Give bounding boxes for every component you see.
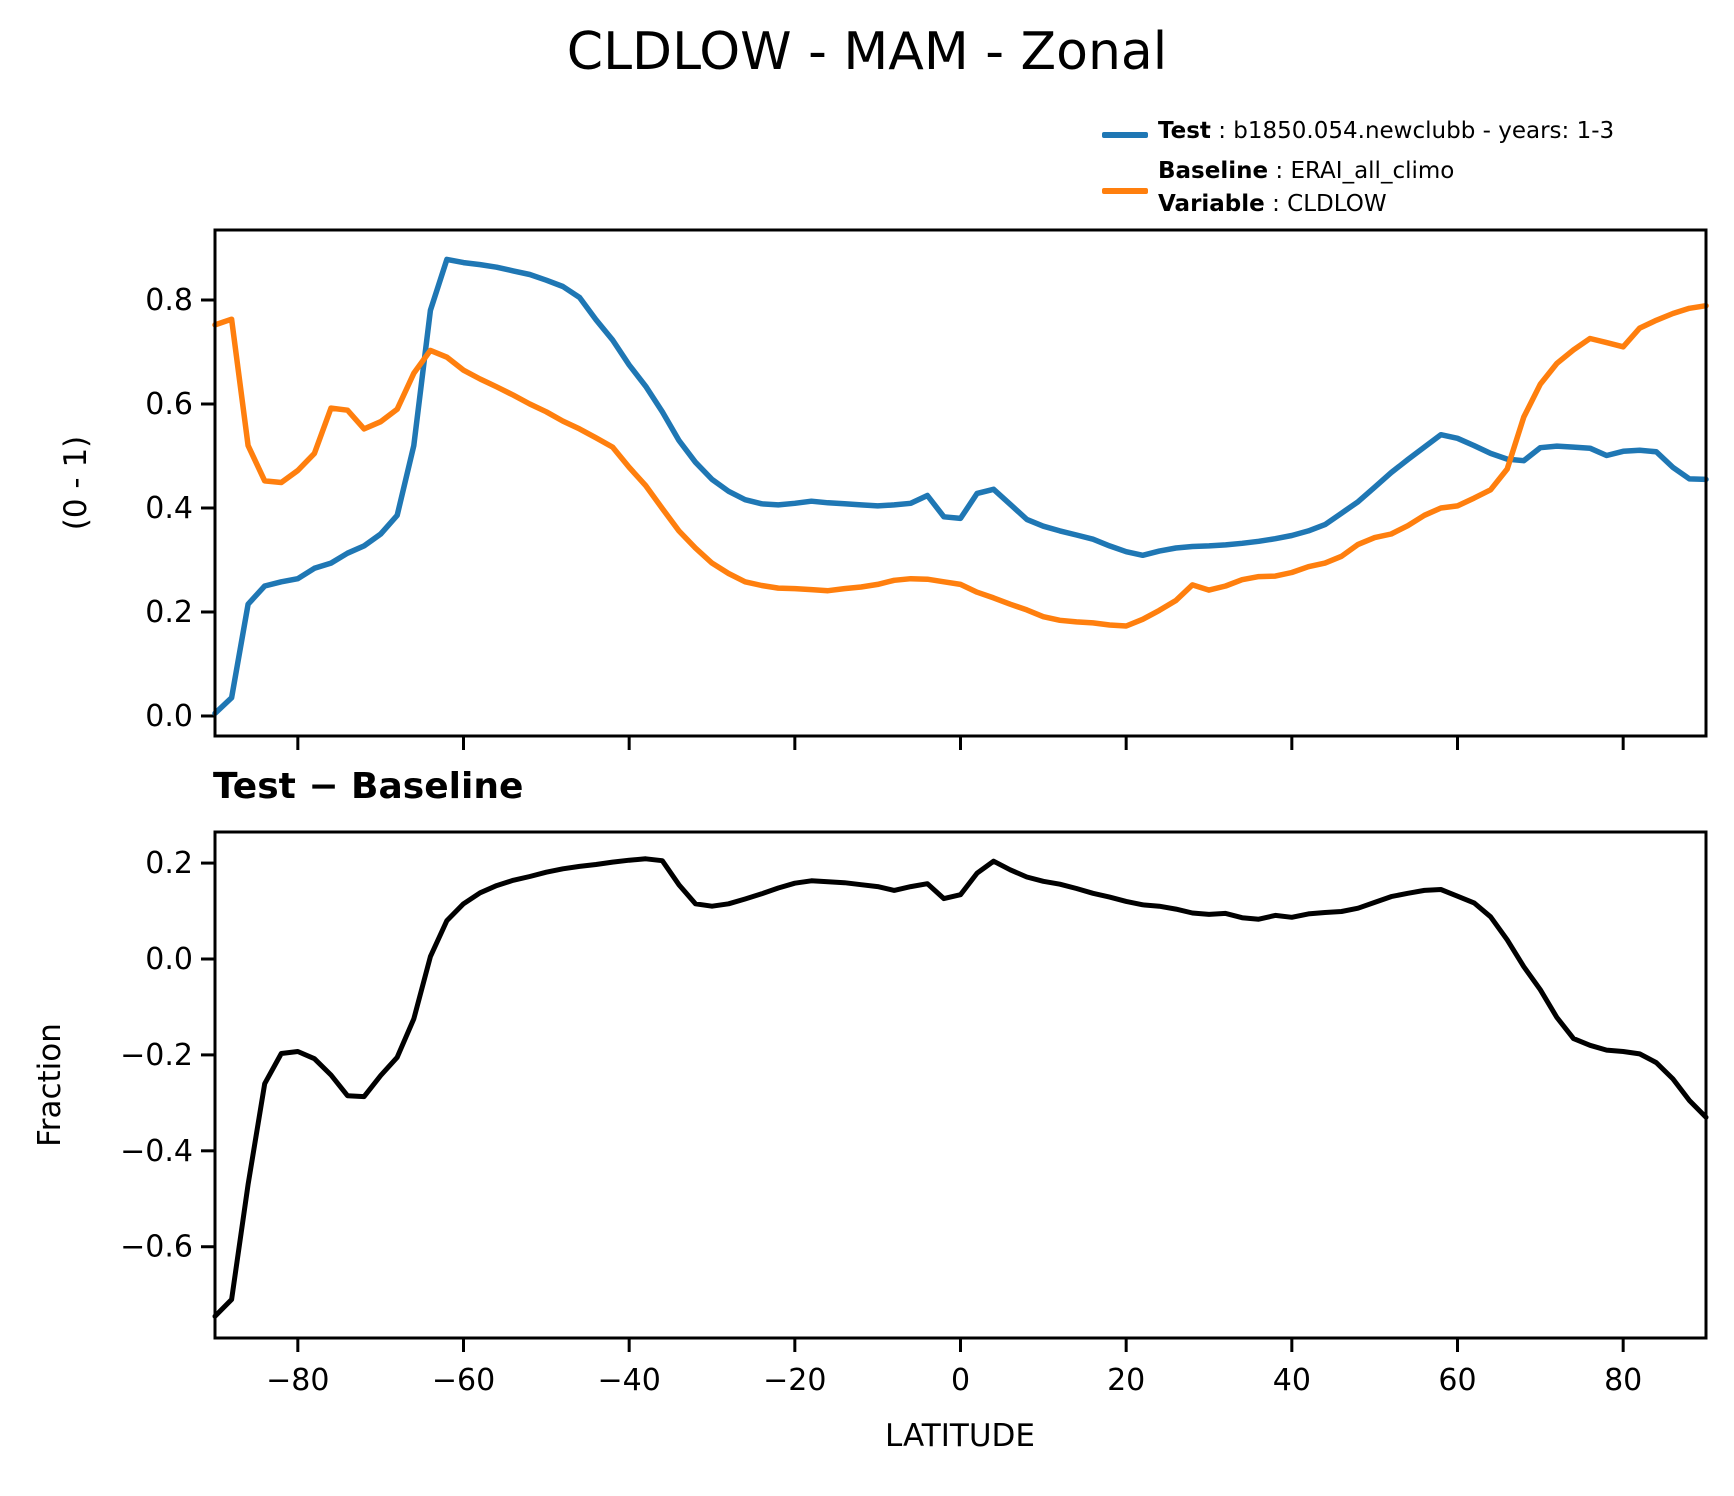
y-tick-label: 0.2 bbox=[145, 595, 193, 630]
x-tick-label: 0 bbox=[951, 1363, 970, 1398]
y-tick-label: 0.0 bbox=[145, 942, 193, 977]
y-tick-label: 0.8 bbox=[145, 283, 193, 318]
y-tick-label: 0.2 bbox=[145, 846, 193, 881]
test-series-line bbox=[212, 256, 1709, 717]
legend-entry-baseline: Baseline : ERAI_all_climo bbox=[1158, 156, 1454, 186]
x-axis-label: LATITUDE bbox=[885, 1418, 1035, 1454]
y-tick-label: −0.4 bbox=[120, 1134, 193, 1169]
legend-entry-test: Test : b1850.054.newclubb - years: 1-3 bbox=[1158, 116, 1614, 146]
x-tick-label: 20 bbox=[1107, 1363, 1145, 1398]
legend-test-label: Test bbox=[1158, 118, 1211, 144]
x-tick-label: 60 bbox=[1438, 1363, 1476, 1398]
legend-variable-value: : CLDLOW bbox=[1264, 191, 1387, 217]
page-title: CLDLOW - MAM - Zonal bbox=[566, 22, 1168, 82]
y-tick-label: −0.6 bbox=[120, 1230, 193, 1265]
y-tick-label: 0.6 bbox=[145, 387, 193, 422]
legend: Test : b1850.054.newclubb - years: 1-3 B… bbox=[1090, 108, 1710, 228]
legend-test-value: : b1850.054.newclubb - years: 1-3 bbox=[1210, 118, 1615, 144]
baseline-series-line bbox=[212, 302, 1709, 629]
legend-baseline-label: Baseline bbox=[1158, 158, 1269, 184]
plot-border bbox=[213, 228, 1708, 738]
baseline-legend-swatch bbox=[1102, 188, 1148, 194]
x-tick-label: −20 bbox=[763, 1363, 826, 1398]
legend-variable-label: Variable bbox=[1158, 191, 1265, 217]
x-tick-label: −60 bbox=[432, 1363, 495, 1398]
x-tick-label: 40 bbox=[1273, 1363, 1311, 1398]
y-tick-label: 0.4 bbox=[145, 491, 193, 526]
difference-series-line bbox=[212, 856, 1709, 1319]
difference-subplot-title: Test − Baseline bbox=[213, 766, 524, 807]
plot-border bbox=[213, 830, 1708, 1340]
legend-entry-variable: Variable : CLDLOW bbox=[1158, 189, 1387, 219]
x-tick-label: 80 bbox=[1604, 1363, 1642, 1398]
x-tick-label: −80 bbox=[266, 1363, 329, 1398]
x-axis-label-wrap: LATITUDE bbox=[0, 1418, 1734, 1454]
y-tick-label: 0.0 bbox=[145, 699, 193, 734]
x-tick-label: −40 bbox=[598, 1363, 661, 1398]
y-tick-label: −0.2 bbox=[120, 1038, 193, 1073]
legend-baseline-value: : ERAI_all_climo bbox=[1268, 158, 1455, 184]
test-legend-swatch bbox=[1102, 132, 1148, 138]
